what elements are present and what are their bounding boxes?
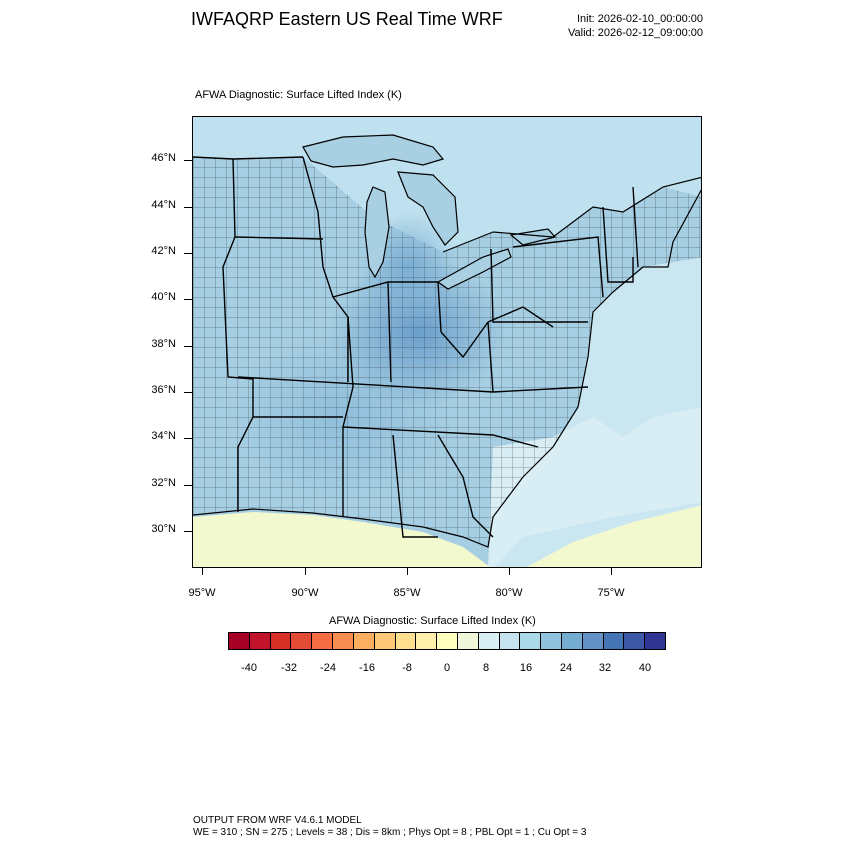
colorbar-swatch: [291, 633, 313, 649]
lake-michigan: [364, 186, 390, 279]
gulf-coast-field: [193, 512, 491, 567]
lat-label-38n: 38°N: [151, 338, 176, 350]
lat-tick: [184, 160, 192, 161]
lat-label-34n: 34°N: [151, 430, 176, 442]
colorbar-swatch: [312, 633, 334, 649]
map-subtitle: AFWA Diagnostic: Surface Lifted Index (K…: [195, 89, 402, 101]
lat-label-40n: 40°N: [151, 291, 176, 303]
colorbar-swatch: [249, 633, 271, 649]
lon-tick: [509, 568, 510, 575]
state-borders: [193, 156, 639, 538]
map-panel: [192, 116, 702, 568]
lat-label-46n: 46°N: [151, 152, 176, 164]
lat-tick: [184, 531, 192, 532]
lat-label-36n: 36°N: [151, 384, 176, 396]
lake-ontario: [509, 228, 557, 246]
map-canvas: [193, 117, 701, 567]
lon-label-90w: 90°W: [291, 587, 319, 599]
colorbar-swatch: [333, 633, 354, 649]
colorbar-swatch: [395, 633, 417, 649]
lat-tick: [184, 253, 192, 254]
colorbar-label: -8: [402, 662, 412, 674]
colorbar-swatch: [353, 633, 375, 649]
atlantic-yellow-field: [526, 505, 701, 567]
lon-label-80w: 80°W: [495, 587, 523, 599]
colorbar-title: AFWA Diagnostic: Surface Lifted Index (K…: [329, 615, 536, 627]
model-config: WE = 310 ; SN = 275 ; Levels = 38 ; Dis …: [193, 827, 587, 838]
colorbar-swatch: [374, 633, 396, 649]
lat-tick: [184, 392, 192, 393]
colorbar-label: 8: [482, 662, 490, 674]
colorbar-label: -40: [241, 662, 257, 674]
lon-tick: [611, 568, 612, 575]
colorbar-swatch: [499, 633, 521, 649]
lake-superior: [302, 134, 445, 168]
lon-tick: [202, 568, 203, 575]
lat-tick: [184, 346, 192, 347]
colorbar-label: -32: [281, 662, 297, 674]
lat-tick: [184, 207, 192, 208]
lat-tick: [184, 438, 192, 439]
colorbar-label: 32: [598, 662, 612, 674]
model-info: OUTPUT FROM WRF V4.6.1 MODEL: [193, 815, 362, 826]
valid-time: Valid: 2026-02-12_09:00:00: [568, 27, 703, 39]
init-time: Init: 2026-02-10_00:00:00: [577, 13, 703, 25]
colorbar-swatch: [437, 633, 458, 649]
colorbar-swatch: [520, 633, 542, 649]
plot-title: IWFAQRP Eastern US Real Time WRF: [191, 9, 503, 29]
colorbar-swatch: [270, 633, 292, 649]
colorbar-label: 40: [638, 662, 652, 674]
colorbar-swatch: [582, 633, 604, 649]
colorbar-label: 24: [559, 662, 573, 674]
lon-label-75w: 75°W: [597, 587, 625, 599]
colorbar-swatch: [478, 633, 500, 649]
colorbar-swatch: [457, 633, 479, 649]
lon-tick: [305, 568, 306, 575]
lon-label-95w: 95°W: [188, 587, 216, 599]
colorbar: [228, 632, 666, 650]
lat-label-32n: 32°N: [151, 477, 176, 489]
colorbar-label: 0: [443, 662, 451, 674]
lake-erie: [436, 248, 512, 290]
colorbar-label: -16: [359, 662, 375, 674]
colorbar-swatch: [229, 633, 250, 649]
lon-tick: [407, 568, 408, 575]
lat-label-44n: 44°N: [151, 199, 176, 211]
colorbar-label: 16: [519, 662, 533, 674]
colorbar-swatch: [416, 633, 438, 649]
colorbar-label: -24: [320, 662, 336, 674]
colorbar-swatch: [645, 633, 666, 649]
lat-tick: [184, 299, 192, 300]
lat-label-30n: 30°N: [151, 523, 176, 535]
lake-huron: [397, 171, 459, 246]
lat-tick: [184, 485, 192, 486]
colorbar-swatch: [624, 633, 646, 649]
colorbar-swatch: [541, 633, 562, 649]
colorbar-swatch: [603, 633, 625, 649]
lat-label-42n: 42°N: [151, 245, 176, 257]
coastlines: [193, 176, 701, 548]
lon-label-85w: 85°W: [393, 587, 421, 599]
colorbar-swatch: [562, 633, 583, 649]
